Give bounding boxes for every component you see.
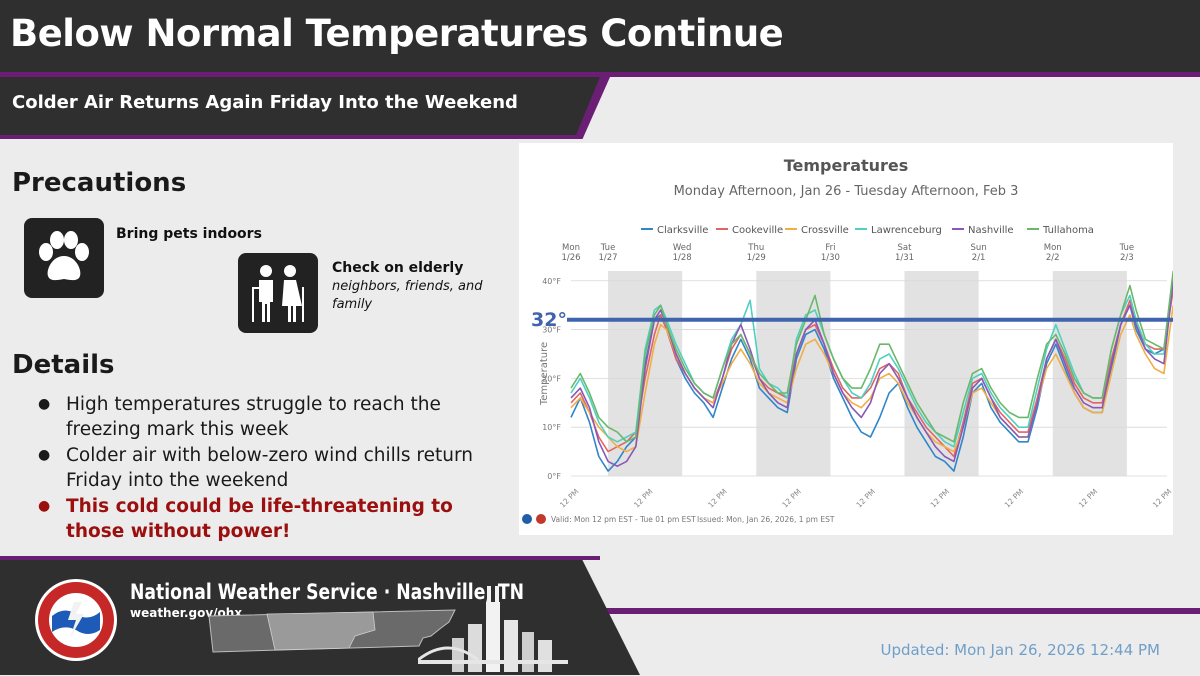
page-title: Below Normal Temperatures Continue [10, 12, 784, 55]
x-tick-label: 12 PM [1151, 487, 1173, 510]
detail-alert: This cold could be life-threatening to t… [38, 494, 508, 544]
subtitle-bar [0, 77, 600, 135]
date-label: 1/31 [895, 253, 914, 263]
chart-subtitle: Monday Afternoon, Jan 26 - Tuesday After… [674, 184, 1019, 199]
footer-accent-line [0, 556, 600, 560]
x-tick-label: 12 PM [854, 487, 877, 510]
x-tick-label: 12 PM [706, 487, 729, 510]
legend-label: Clarksville [657, 225, 708, 236]
x-tick-label: 12 PM [929, 487, 952, 510]
y-tick-label: 0°F [547, 472, 561, 481]
elderly-couple-icon [238, 253, 318, 333]
day-label: Tue [600, 243, 616, 253]
paw-icon [24, 218, 104, 298]
org-name: National Weather Service · Nashville, TN [130, 580, 525, 604]
y-tick-label: 30°F [542, 326, 561, 335]
precaution-pets-label: Bring pets indoors [116, 226, 262, 242]
nws-logo-icon [34, 578, 118, 662]
date-label: 1/27 [599, 253, 618, 263]
day-label: Sat [898, 243, 913, 253]
day-label: Thu [747, 243, 764, 253]
y-tick-label: 20°F [542, 374, 561, 383]
chart-svg: Temperatures Monday Afternoon, Jan 26 - T… [522, 156, 1174, 524]
legend-label: Tullahoma [1042, 225, 1094, 236]
precaution-elderly-label: Check on elderly [332, 260, 464, 276]
legend-label: Crossville [801, 225, 849, 236]
day-label: Wed [673, 243, 692, 253]
page-subtitle: Colder Air Returns Again Friday Into the… [12, 92, 518, 113]
legend-label: Lawrenceburg [871, 225, 942, 236]
detail-bullet: Colder air with below-zero wind chills r… [38, 443, 508, 493]
night-shading [904, 271, 979, 476]
nashville-skyline-icon [417, 572, 568, 672]
day-label: Sun [971, 243, 987, 253]
x-tick-label: 12 PM [558, 487, 581, 510]
legend-label: Nashville [968, 225, 1014, 236]
noaa-logo-icon [522, 514, 532, 524]
footer-accent-bar [590, 608, 1200, 614]
date-label: 2/3 [1120, 253, 1134, 263]
precautions-heading: Precautions [12, 168, 187, 198]
header-bar [0, 0, 1200, 77]
detail-bullet: High temperatures struggle to reach the … [38, 392, 508, 442]
date-label: 1/28 [673, 253, 692, 263]
x-tick-label: 12 PM [780, 487, 803, 510]
series-line [570, 270, 1174, 443]
day-label: Tue [1119, 243, 1135, 253]
night-shading [1052, 271, 1127, 476]
tennessee-map-icon [205, 606, 465, 661]
freezing-label: 32° [531, 309, 567, 331]
y-tick-label: 10°F [542, 423, 561, 432]
details-list: High temperatures struggle to reach the … [38, 392, 508, 545]
date-label: 2/1 [972, 253, 986, 263]
date-label: 1/26 [561, 253, 580, 263]
date-label: 1/29 [747, 253, 766, 263]
date-label: 1/30 [821, 253, 840, 263]
y-tick-label: 40°F [542, 277, 561, 286]
day-label: Mon [562, 243, 580, 253]
y-axis-label: Temperature [539, 342, 550, 406]
valid-text: Valid: Mon 12 pm EST - Tue 01 pm EST [551, 515, 696, 524]
temperature-chart: Temperatures Monday Afternoon, Jan 26 - T… [519, 143, 1174, 535]
series-line [570, 305, 1174, 453]
nws-small-logo-icon [536, 514, 546, 524]
x-tick-label: 12 PM [1077, 487, 1100, 510]
precaution-elderly-sub: neighbors, friends, and family [332, 279, 483, 312]
legend-label: Cookeville [732, 225, 783, 236]
issued-text: Issued: Mon, Jan 26, 2026, 1 pm EST [697, 515, 835, 524]
date-label: 2/2 [1046, 253, 1060, 263]
day-label: Fri [825, 243, 835, 253]
updated-timestamp: Updated: Mon Jan 26, 2026 12:44 PM [880, 641, 1161, 659]
chart-title: Temperatures [784, 156, 909, 175]
day-label: Mon [1044, 243, 1062, 253]
details-heading: Details [12, 350, 115, 380]
x-tick-label: 12 PM [632, 487, 655, 510]
x-tick-label: 12 PM [1003, 487, 1026, 510]
